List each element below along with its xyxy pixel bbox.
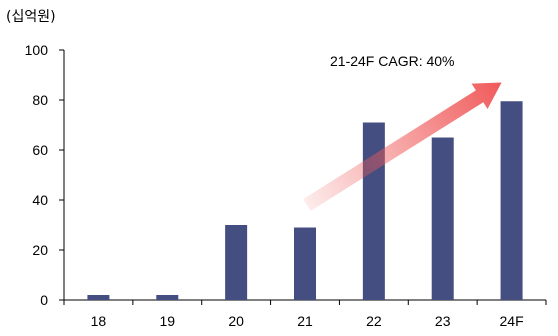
y-tick-label: 0 (40, 292, 48, 308)
bar (362, 122, 385, 300)
y-unit-label: (십억원) (6, 9, 56, 25)
bar (156, 295, 179, 300)
y-tick-label: 80 (32, 92, 48, 108)
bar (431, 137, 454, 300)
x-tick-label: 21 (297, 313, 313, 329)
bar (87, 295, 110, 300)
bar (225, 225, 248, 300)
bar (500, 101, 523, 300)
growth-arrow (303, 82, 502, 211)
x-tick-label: 23 (435, 313, 451, 329)
x-tick-label: 20 (228, 313, 244, 329)
y-tick-label: 60 (32, 142, 48, 158)
y-tick-label: 20 (32, 242, 48, 258)
cagr-annotation: 21-24F CAGR: 40% (330, 53, 455, 69)
x-tick-label: 19 (159, 313, 175, 329)
x-tick-label: 18 (91, 313, 107, 329)
x-tick-label: 24F (500, 313, 524, 329)
x-tick-label: 22 (366, 313, 382, 329)
bar (294, 227, 316, 300)
y-tick-label: 40 (32, 192, 48, 208)
y-tick-label: 100 (25, 42, 49, 58)
